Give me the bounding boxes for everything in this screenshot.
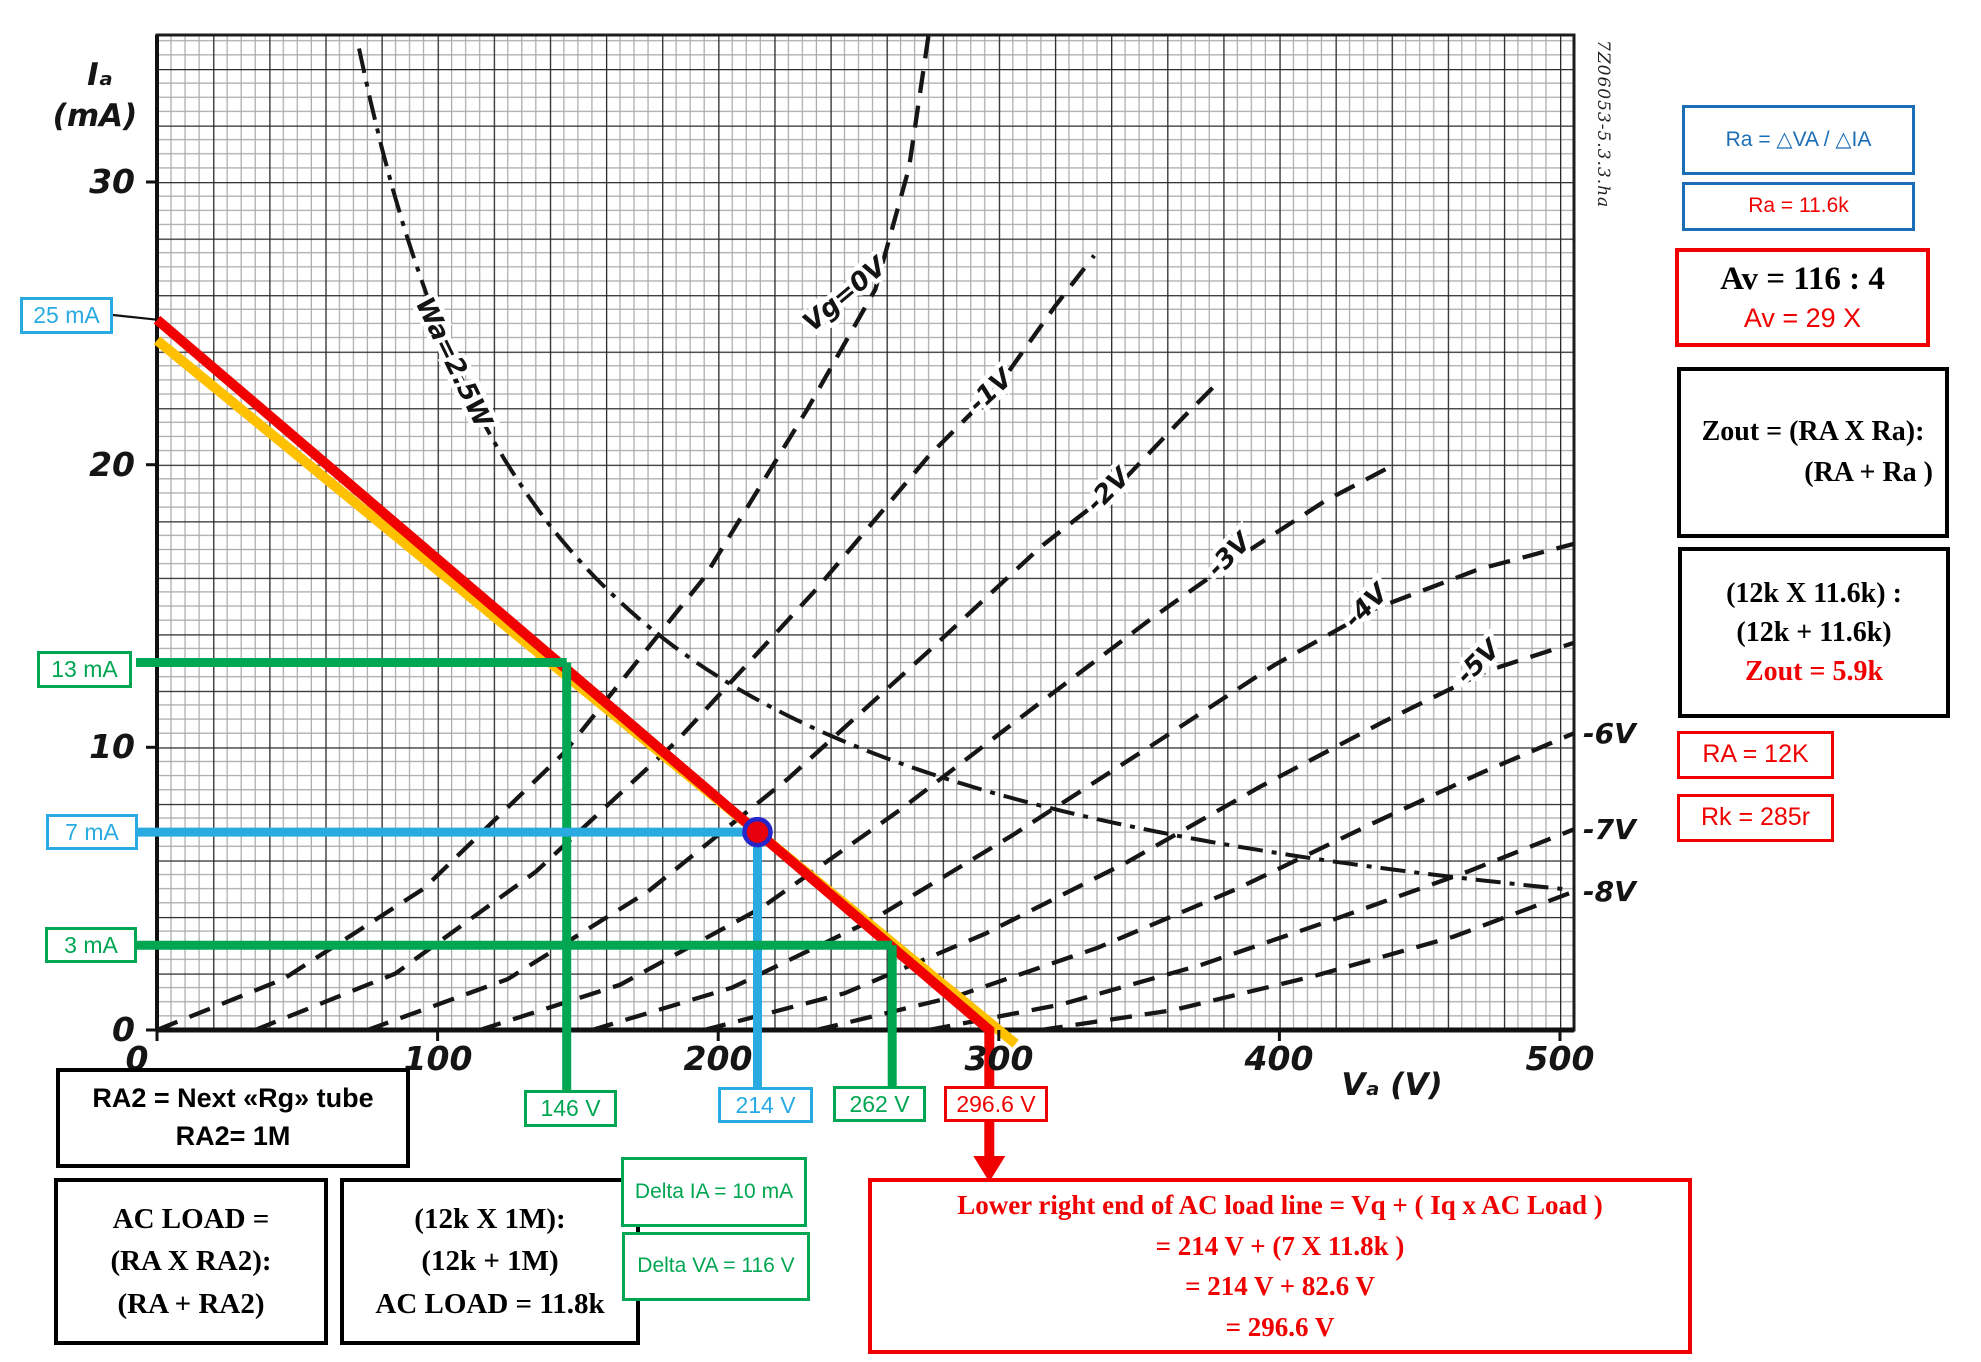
curve-label--8V: -8V	[1583, 875, 1638, 908]
ac-load-formula-line2: (RA X RA2):	[110, 1245, 272, 1278]
marker-label: 7 mA	[65, 818, 119, 845]
marker-label: 3 mA	[64, 931, 118, 958]
delta-va-box: Delta VA = 116 V	[622, 1232, 810, 1301]
marker-label: 296.6 V	[956, 1090, 1036, 1117]
tube-curve--8V	[1040, 889, 1575, 1033]
marker-label: 25 mA	[33, 302, 100, 329]
conclusion-box: Lower right end of AC load line = Vq + (…	[868, 1178, 1692, 1354]
marker-label: 146 V	[540, 1095, 601, 1122]
ra-formula-box: Ra = △VA / △IA	[1682, 105, 1915, 175]
curve-label--7V: -7V	[1583, 813, 1638, 846]
marker-box-3ma: 3 mA	[45, 927, 137, 963]
x-tick-label: 100	[404, 1039, 473, 1078]
marker-box-146v: 146 V	[524, 1090, 617, 1127]
rk-value-box: Rk = 285r	[1677, 794, 1834, 842]
marker-box-13ma: 13 mA	[37, 651, 132, 688]
conclusion-line2: = 214 V + (7 X 11.8k )	[1155, 1230, 1405, 1261]
ra-supply-box: RA = 12K	[1677, 731, 1834, 779]
conclusion-line4: = 296.6 V	[1225, 1311, 1335, 1342]
zout-formula-line1: Zout = (RA X Ra):	[1701, 415, 1925, 447]
tube-curve--7V	[928, 827, 1575, 1033]
x-tick-label: 400	[1244, 1039, 1314, 1078]
x-tick-label: 300	[965, 1039, 1034, 1078]
power-curve	[357, 48, 1572, 892]
tube-curve--2V	[366, 378, 1223, 1033]
y-axis-title: Iₐ	[87, 57, 113, 93]
ac-load-line	[153, 315, 995, 1086]
conclusion-line1: Lower right end of AC load line = Vq + (…	[957, 1190, 1603, 1220]
q-point	[742, 816, 773, 848]
delta-ia-box: Delta IA = 10 mA	[621, 1157, 807, 1227]
delta-ia-text: Delta IA = 10 mA	[634, 1179, 794, 1203]
x-tick-label: 200	[684, 1039, 753, 1078]
ra2-line1: RA2 = Next «Rg» tube	[92, 1083, 374, 1114]
tube-curve--5V	[703, 640, 1575, 1033]
x-tick-label: 500	[1526, 1039, 1595, 1078]
ac-load-line-arrow-head	[973, 1156, 1006, 1182]
delta-va-text: Delta VA = 116 V	[637, 1254, 795, 1278]
zout-value-text: Zout = 5.9k	[1744, 656, 1884, 688]
zout-formula-box: Zout = (RA X Ra): (RA + Ra )	[1677, 367, 1949, 538]
ac-load-calc-line3: AC LOAD = 11.8k	[375, 1287, 605, 1320]
zout-calc-line2: (12k + 11.6k)	[1736, 616, 1892, 648]
y-tick-label: 30	[89, 162, 135, 201]
av-gain-box: Av = 116 : 4 Av = 29 X	[1675, 248, 1930, 347]
ac-load-formula-line1: AC LOAD =	[112, 1203, 270, 1236]
marker-box-25ma: 25 mA	[20, 297, 113, 334]
ra2-line2: RA2= 1M	[175, 1121, 291, 1151]
marker-box-7ma: 7 mA	[46, 814, 138, 850]
marker-box-296-6v: 296.6 V	[944, 1086, 1048, 1122]
curve-label--6V: -6V	[1583, 717, 1638, 750]
ac-load-calc-line2: (12k + 1M)	[421, 1245, 559, 1278]
conclusion-line3: = 214 V + 82.6 V	[1185, 1271, 1375, 1301]
ac-load-formula-line3: (RA + RA2)	[117, 1287, 265, 1320]
zout-calc-box: (12k X 11.6k) : (12k + 11.6k) Zout = 5.9…	[1678, 547, 1950, 718]
marker-label: 13 mA	[51, 656, 118, 683]
zout-calc-line1: (12k X 11.6k) :	[1726, 577, 1902, 609]
ra-formula-text: Ra = △VA / △IA	[1725, 127, 1872, 151]
ac-load-calc-box: (12k X 1M): (12k + 1M) AC LOAD = 11.8k	[340, 1178, 640, 1345]
rk-value-text: Rk = 285r	[1700, 803, 1811, 832]
reference-code: 7Z06053-5.3.3.ha	[1593, 40, 1613, 208]
ra-value-box: Ra = 11.6k	[1682, 182, 1915, 231]
ra2-definition-box: RA2 = Next «Rg» tube RA2= 1M	[56, 1068, 410, 1168]
plot-area	[157, 35, 1574, 1030]
x-axis-title: Vₐ (V)	[1341, 1067, 1442, 1103]
ac-load-formula-box: AC LOAD = (RA X RA2): (RA + RA2)	[54, 1178, 328, 1345]
y-axis-unit: (mA)	[53, 98, 138, 134]
ra-supply-text: RA = 12K	[1702, 740, 1809, 769]
y-tick-label: 20	[89, 445, 135, 484]
y-tick-label: 0	[112, 1010, 135, 1049]
av-value-text: Av = 29 X	[1743, 303, 1862, 334]
zout-formula-line2: (RA + Ra )	[1804, 456, 1933, 488]
av-ratio-text: Av = 116 : 4	[1720, 261, 1885, 297]
marker-box-262v: 262 V	[833, 1086, 926, 1122]
tube-curve--1V	[254, 254, 1096, 1032]
25ma-connector-line	[112, 313, 158, 321]
marker-label: 262 V	[849, 1090, 910, 1117]
tube-curve--4V	[591, 541, 1575, 1033]
ac-load-calc-line1: (12k X 1M):	[414, 1203, 566, 1236]
marker-label: 214 V	[735, 1091, 796, 1118]
y-tick-label: 10	[89, 727, 135, 766]
marker-box-214v: 214 V	[718, 1087, 813, 1123]
ra-value-text: Ra = 11.6k	[1748, 194, 1849, 218]
